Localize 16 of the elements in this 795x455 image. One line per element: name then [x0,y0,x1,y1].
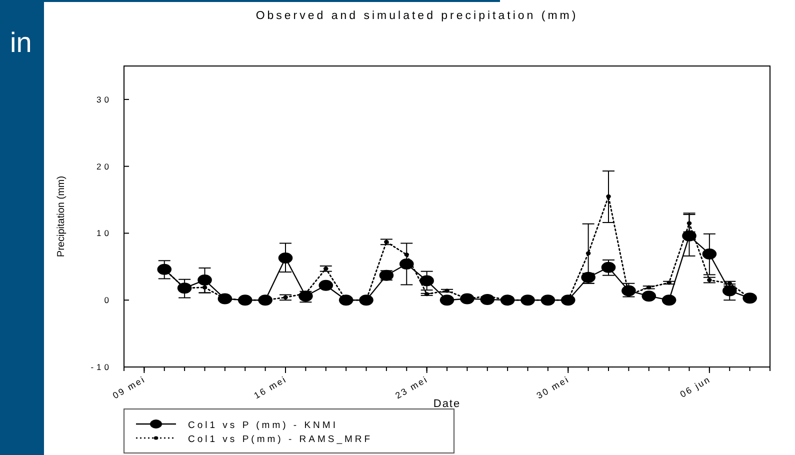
x-tick-label: 23 mei [394,374,430,401]
legend-label: Col1 vs P(mm) - RAMS_MRF [188,434,373,445]
x-tick-label: 09 mei [110,374,148,401]
x-tick-label: 16 mei [252,374,288,401]
y-tick-label: -10 [90,362,112,372]
x-tick-label: 06 jun [678,374,712,400]
y-tick-label: 0 [104,295,112,306]
x-tick-label: 30 mei [534,374,572,401]
y-tick-label: 20 [96,161,112,172]
text: in [10,27,32,58]
y-tick-label: 30 [96,94,112,104]
y-axis-title: Precipitation (mm) [56,176,67,258]
legend-label: Col1 vs P (mm) - KNMI [188,420,338,431]
chart-title: Observed and simulated precipitation (mm) [256,10,578,22]
y-tick-label: 10 [96,228,112,238]
x-axis-title: Date [433,398,461,410]
